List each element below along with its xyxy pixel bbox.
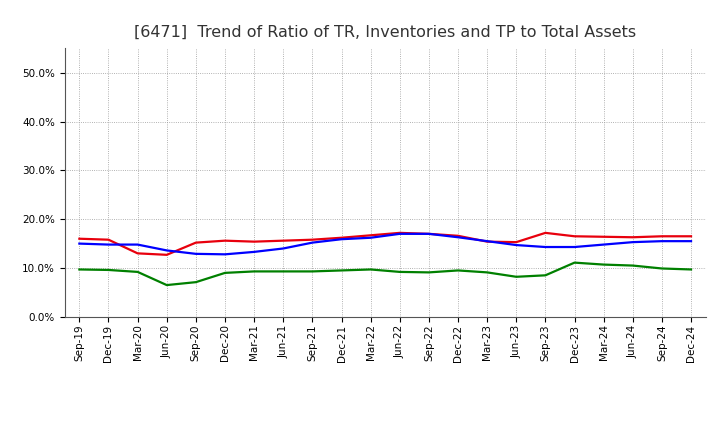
Trade Payables bbox=[454, 268, 462, 273]
Trade Receivables bbox=[220, 238, 229, 243]
Inventories bbox=[395, 231, 404, 236]
Trade Receivables bbox=[308, 237, 317, 242]
Inventories bbox=[425, 231, 433, 236]
Trade Payables bbox=[250, 269, 258, 274]
Trade Payables bbox=[541, 273, 550, 278]
Trade Payables bbox=[512, 274, 521, 279]
Inventories bbox=[163, 248, 171, 253]
Line: Trade Receivables: Trade Receivables bbox=[79, 233, 691, 255]
Trade Payables bbox=[599, 262, 608, 267]
Trade Payables bbox=[395, 269, 404, 275]
Inventories bbox=[75, 241, 84, 246]
Trade Receivables bbox=[599, 234, 608, 239]
Line: Inventories: Inventories bbox=[79, 234, 691, 254]
Trade Receivables bbox=[192, 240, 200, 245]
Line: Trade Payables: Trade Payables bbox=[79, 263, 691, 285]
Trade Receivables bbox=[629, 235, 637, 240]
Trade Receivables bbox=[250, 239, 258, 244]
Trade Receivables bbox=[337, 235, 346, 240]
Trade Payables bbox=[687, 267, 696, 272]
Trade Receivables bbox=[425, 231, 433, 236]
Trade Payables bbox=[75, 267, 84, 272]
Trade Receivables bbox=[366, 233, 375, 238]
Inventories bbox=[104, 242, 113, 247]
Trade Receivables bbox=[483, 239, 492, 244]
Inventories bbox=[279, 246, 287, 251]
Inventories bbox=[483, 238, 492, 244]
Trade Payables bbox=[337, 268, 346, 273]
Inventories bbox=[599, 242, 608, 247]
Trade Payables bbox=[570, 260, 579, 265]
Inventories bbox=[454, 235, 462, 240]
Trade Receivables bbox=[163, 252, 171, 257]
Trade Receivables bbox=[454, 233, 462, 238]
Trade Receivables bbox=[133, 251, 142, 256]
Trade Payables bbox=[483, 270, 492, 275]
Trade Receivables bbox=[687, 234, 696, 239]
Title: [6471]  Trend of Ratio of TR, Inventories and TP to Total Assets: [6471] Trend of Ratio of TR, Inventories… bbox=[134, 25, 636, 40]
Inventories bbox=[366, 235, 375, 240]
Trade Payables bbox=[104, 268, 113, 273]
Trade Receivables bbox=[395, 230, 404, 235]
Inventories bbox=[657, 238, 666, 244]
Inventories bbox=[541, 244, 550, 249]
Inventories bbox=[570, 244, 579, 249]
Trade Receivables bbox=[512, 239, 521, 245]
Trade Payables bbox=[425, 270, 433, 275]
Trade Payables bbox=[657, 266, 666, 271]
Trade Payables bbox=[133, 269, 142, 275]
Trade Receivables bbox=[541, 230, 550, 235]
Trade Payables bbox=[629, 263, 637, 268]
Inventories bbox=[337, 237, 346, 242]
Inventories bbox=[133, 242, 142, 247]
Inventories bbox=[687, 238, 696, 244]
Trade Payables bbox=[279, 269, 287, 274]
Trade Receivables bbox=[75, 236, 84, 242]
Trade Receivables bbox=[279, 238, 287, 243]
Trade Payables bbox=[308, 269, 317, 274]
Trade Receivables bbox=[570, 234, 579, 239]
Trade Payables bbox=[163, 282, 171, 288]
Inventories bbox=[512, 242, 521, 248]
Inventories bbox=[308, 240, 317, 245]
Inventories bbox=[220, 252, 229, 257]
Trade Payables bbox=[220, 270, 229, 275]
Trade Payables bbox=[366, 267, 375, 272]
Inventories bbox=[192, 251, 200, 257]
Inventories bbox=[250, 249, 258, 254]
Trade Receivables bbox=[657, 234, 666, 239]
Trade Payables bbox=[192, 279, 200, 285]
Trade Receivables bbox=[104, 237, 113, 242]
Inventories bbox=[629, 239, 637, 245]
